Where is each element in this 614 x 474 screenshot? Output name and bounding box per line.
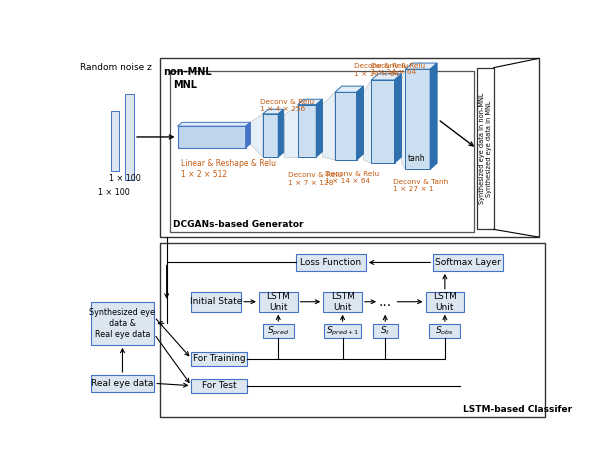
Text: $S_{pred}$: $S_{pred}$ <box>267 324 289 337</box>
Text: Loss Function: Loss Function <box>300 258 362 267</box>
Bar <box>192 292 241 312</box>
Bar <box>298 105 316 157</box>
Text: Initial State: Initial State <box>190 297 243 306</box>
Text: Synthesized eye data in non-MNL
Synthesized eye data in MNL: Synthesized eye data in non-MNL Synthesi… <box>479 93 492 204</box>
Text: For Training: For Training <box>193 354 246 363</box>
Text: For Test: For Test <box>202 381 236 390</box>
Text: 1 × 14 × 64: 1 × 14 × 64 <box>371 69 416 75</box>
Polygon shape <box>177 122 251 126</box>
Polygon shape <box>298 99 322 105</box>
Polygon shape <box>335 86 363 92</box>
Bar <box>373 324 398 338</box>
Polygon shape <box>371 74 402 80</box>
Polygon shape <box>363 80 371 163</box>
Text: $S_{obs}$: $S_{obs}$ <box>435 325 454 337</box>
Text: Real eye data: Real eye data <box>91 379 154 388</box>
Polygon shape <box>316 99 322 157</box>
Bar <box>405 69 430 169</box>
Bar <box>192 379 247 392</box>
Bar <box>296 254 366 271</box>
Text: Deconv & Relu
1 × 14 × 64: Deconv & Relu 1 × 14 × 64 <box>325 171 379 184</box>
Text: Synthesized eye
data &
Real eye data: Synthesized eye data & Real eye data <box>90 308 155 339</box>
Bar <box>263 324 293 338</box>
Text: MNL: MNL <box>173 80 197 90</box>
Polygon shape <box>430 63 437 169</box>
Polygon shape <box>263 109 284 114</box>
Text: Deconv & Relu: Deconv & Relu <box>371 63 426 69</box>
Bar <box>177 126 246 148</box>
Polygon shape <box>246 122 251 148</box>
Bar <box>429 324 460 338</box>
Text: LSTM-based Classifer: LSTM-based Classifer <box>464 405 573 414</box>
Bar <box>169 71 473 232</box>
Text: Softmax Layer: Softmax Layer <box>435 258 501 267</box>
Text: LSTM
Unit: LSTM Unit <box>266 292 290 312</box>
Text: ...: ... <box>379 295 392 309</box>
Text: 1 × 100: 1 × 100 <box>98 188 130 197</box>
Text: tanh: tanh <box>408 154 426 163</box>
Bar <box>91 302 154 345</box>
Polygon shape <box>278 109 284 157</box>
Bar <box>426 292 464 312</box>
Bar <box>323 292 362 312</box>
Polygon shape <box>395 74 402 163</box>
Text: 1 × 100: 1 × 100 <box>109 174 141 183</box>
Bar <box>263 114 278 157</box>
Polygon shape <box>251 114 263 157</box>
Bar <box>192 352 247 365</box>
Text: LSTM
Unit: LSTM Unit <box>433 292 457 312</box>
Text: Deconv & Relu
1 × 14 × 64: Deconv & Relu 1 × 14 × 64 <box>354 63 408 76</box>
Bar <box>160 243 545 417</box>
Polygon shape <box>357 86 363 160</box>
Polygon shape <box>405 63 437 69</box>
Text: $S_{pred+1}$: $S_{pred+1}$ <box>326 324 359 337</box>
Bar <box>371 80 395 163</box>
Polygon shape <box>322 92 335 160</box>
Text: Deconv & Relu
1 × 4 × 256: Deconv & Relu 1 × 4 × 256 <box>260 99 314 112</box>
Polygon shape <box>284 105 298 157</box>
Bar <box>91 375 154 392</box>
Text: non-MNL: non-MNL <box>163 67 212 77</box>
Bar <box>476 68 494 229</box>
Text: Deconv & Tanh
1 × 27 × 1: Deconv & Tanh 1 × 27 × 1 <box>393 179 448 192</box>
Text: Random noise z: Random noise z <box>80 63 152 72</box>
Text: $S_t$: $S_t$ <box>380 325 391 337</box>
Text: DCGANs-based Generator: DCGANs-based Generator <box>173 220 303 229</box>
Text: LSTM
Unit: LSTM Unit <box>330 292 354 312</box>
Text: Linear & Reshape & Relu
1 × 2 × 512: Linear & Reshape & Relu 1 × 2 × 512 <box>181 158 276 179</box>
Bar <box>111 111 119 171</box>
Bar <box>160 58 538 237</box>
Bar <box>125 94 134 180</box>
Bar <box>433 254 503 271</box>
Bar <box>324 324 361 338</box>
Text: Deconv & Relu
1 × 7 × 128: Deconv & Relu 1 × 7 × 128 <box>287 173 341 186</box>
Bar <box>259 292 298 312</box>
Bar <box>335 92 357 160</box>
Polygon shape <box>402 69 405 169</box>
